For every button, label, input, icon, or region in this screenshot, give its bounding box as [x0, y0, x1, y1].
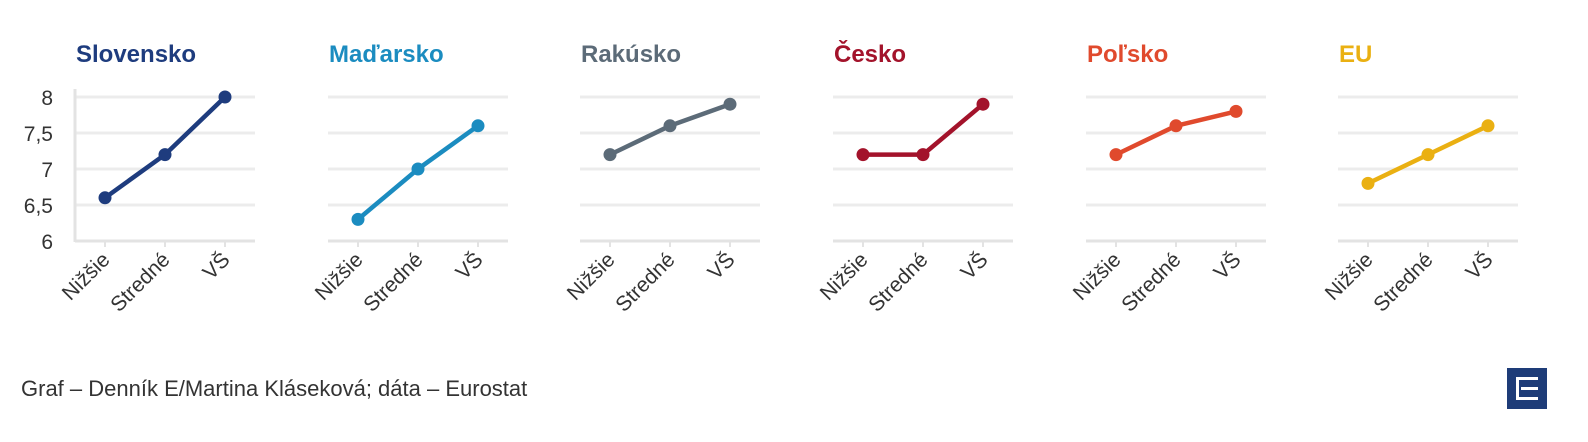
x-tick-label: VŠ — [198, 248, 234, 284]
x-tick-label: Nižšie — [816, 248, 873, 305]
logo-stroke-middle — [1521, 387, 1538, 390]
x-tick-label: Nižšie — [311, 248, 368, 305]
y-tick-label: 7 — [41, 159, 53, 182]
x-tick-label: Nižšie — [1069, 248, 1126, 305]
data-point — [1481, 119, 1495, 133]
panel-title: Česko — [834, 40, 906, 68]
x-tick-label: Nižšie — [58, 248, 115, 305]
panel-title: Rakúsko — [581, 41, 681, 68]
panel-title: Slovensko — [76, 41, 196, 68]
data-point — [98, 191, 112, 205]
y-tick-label: 7,5 — [24, 123, 53, 146]
series-line — [102, 94, 228, 201]
data-point — [856, 148, 870, 162]
data-point — [916, 148, 930, 162]
x-tick-label: VŠ — [1209, 248, 1245, 284]
x-tick-label: Nižšie — [563, 248, 620, 305]
x-tick-label: Stredné — [1369, 248, 1437, 316]
logo-stroke-left — [1516, 377, 1519, 400]
data-point — [1421, 148, 1435, 162]
y-tick-label: 6,5 — [24, 195, 53, 218]
x-tick-label: Nižšie — [1321, 248, 1378, 305]
panel-title: Maďarsko — [329, 41, 444, 68]
data-point — [158, 148, 172, 162]
panel-title: Poľsko — [1087, 41, 1168, 68]
x-tick-label: Stredné — [106, 248, 174, 316]
data-point — [218, 90, 232, 104]
data-point — [976, 97, 990, 111]
denník-e-logo-icon[interactable] — [1507, 368, 1547, 409]
source-credit: Graf – Denník E/Martina Kláseková; dáta … — [21, 376, 528, 401]
data-point — [1229, 104, 1243, 118]
x-tick-label: VŠ — [703, 248, 739, 284]
x-tick-label: Stredné — [1117, 248, 1185, 316]
x-tick-label: VŠ — [451, 248, 487, 284]
data-point — [351, 212, 365, 226]
panel-title: EU — [1339, 41, 1372, 68]
data-point — [411, 162, 425, 176]
data-point — [663, 119, 677, 133]
data-point — [1361, 176, 1375, 190]
x-tick-label: Stredné — [864, 248, 932, 316]
y-tick-label: 6 — [41, 231, 53, 254]
data-point — [1109, 148, 1123, 162]
x-tick-label: VŠ — [1461, 248, 1497, 284]
x-tick-label: VŠ — [956, 248, 992, 284]
x-tick-label: Stredné — [359, 248, 427, 316]
data-point — [471, 119, 485, 133]
x-tick-label: Stredné — [611, 248, 679, 316]
logo-stroke-top — [1516, 377, 1538, 380]
data-point — [603, 148, 617, 162]
series-line — [860, 101, 986, 157]
data-point — [723, 97, 737, 111]
data-point — [1169, 119, 1183, 133]
y-tick-label: 8 — [41, 87, 53, 110]
logo-stroke-bottom — [1516, 397, 1538, 400]
